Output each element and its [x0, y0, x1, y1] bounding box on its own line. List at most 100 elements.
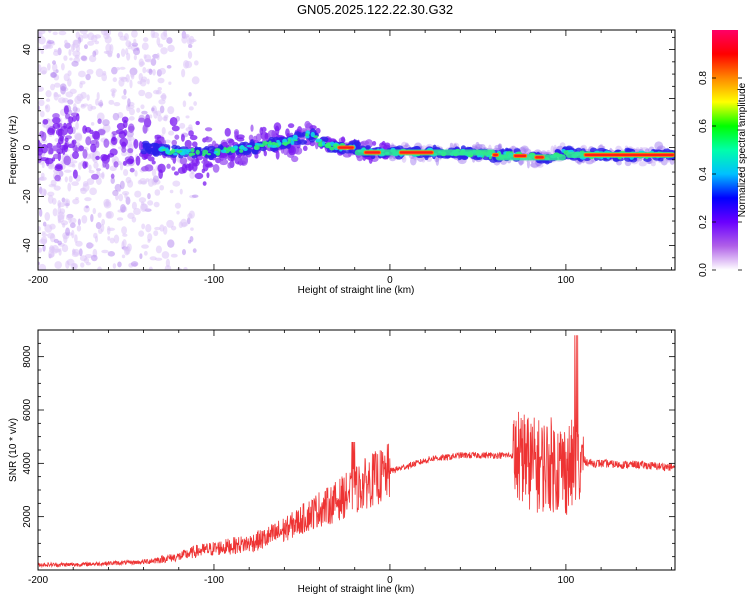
spectrogram-noise-blob — [113, 234, 120, 244]
snr-y-tick-label: 6000 — [22, 398, 33, 421]
spectrogram-noise-blob — [65, 227, 71, 236]
spectrogram-noise-blob — [120, 77, 128, 82]
spectrogram-band-blob — [52, 122, 61, 130]
spectrogram-noise-blob — [121, 254, 126, 259]
spectrogram-band-blob — [471, 144, 477, 150]
spectrogram-noise-blob — [105, 211, 112, 219]
spectrogram-core-blob — [365, 145, 371, 150]
spectrogram-noise-blob — [38, 247, 43, 253]
spectrogram-peak-blob — [186, 148, 192, 153]
spectrogram-noise-blob — [87, 40, 95, 46]
spectrogram-noise-blob — [127, 212, 135, 219]
spectrogram-noise-blob — [133, 54, 137, 61]
spectrogram-noise-blob — [160, 47, 168, 55]
spectrogram-band-blob — [341, 136, 346, 143]
spectrogram-noise-blob — [154, 226, 161, 231]
spectrogram-noise-blob — [131, 201, 137, 210]
spectrogram-band-blob — [169, 116, 178, 127]
spectrogram-band-blob — [227, 162, 233, 169]
spectrogram-noise-blob — [125, 196, 131, 205]
spectrogram-band-blob — [138, 140, 143, 151]
spectrogram-noise-blob — [188, 35, 195, 45]
spectrogram-noise-blob — [109, 43, 114, 53]
spectrogram-noise-blob — [50, 71, 57, 78]
spectrogram-noise-blob — [157, 114, 163, 122]
spectrogram-noise-blob — [97, 212, 102, 218]
spectrogram-noise-blob — [188, 106, 194, 111]
spectrogram-noise-blob — [158, 67, 166, 75]
spectrogram-noise-blob — [187, 213, 193, 219]
spectrogram-noise-blob — [87, 103, 93, 112]
spectrogram-noise-blob — [89, 152, 95, 159]
spectrogram-noise-blob — [86, 178, 95, 185]
spectrogram-band-blob — [122, 160, 127, 166]
spectrogram-noise-blob — [52, 31, 58, 36]
spectrogram-band-blob — [158, 169, 163, 180]
spectrogram-core-blob — [554, 149, 561, 154]
spectrogram-band-blob — [171, 125, 180, 132]
spectrogram-peak-blob — [181, 150, 186, 156]
spectrogram-band-blob — [201, 168, 205, 174]
spectrogram-band-blob — [72, 151, 79, 160]
spectrogram-noise-blob — [193, 101, 197, 107]
spectrogram-noise-blob — [50, 83, 55, 91]
spectrogram-band-blob — [151, 160, 156, 165]
spectrogram-noise-blob — [57, 218, 61, 224]
spectrogram-noise-blob — [121, 226, 128, 235]
spectrogram-noise-blob — [61, 244, 69, 253]
spectrogram-noise-blob — [87, 32, 95, 41]
spectrogram-noise-blob — [122, 233, 128, 237]
spectrogram-peak-blob — [242, 147, 248, 152]
spectrogram-noise-blob — [50, 179, 57, 187]
spectrogram-band-blob — [171, 166, 176, 171]
spectrogram-band-blob — [206, 172, 210, 179]
spectrogram-band-blob — [97, 118, 102, 125]
spectrogram-band-blob — [110, 173, 115, 179]
spectrogram-noise-blob — [64, 39, 68, 45]
spectrogram-band-blob — [263, 150, 267, 157]
spectrogram-noise-blob — [52, 208, 58, 217]
spectrogram-noise-blob — [88, 164, 92, 172]
spectrogram-noise-blob — [103, 32, 110, 40]
spectrogram-noise-blob — [71, 229, 75, 239]
spectrogram-band-blob — [174, 134, 180, 140]
colorbar: 0.0 0.2 0.4 0.6 0.8 Normalized spectral ampl… — [698, 30, 748, 277]
spectrogram-noise-blob — [94, 40, 100, 45]
spectrogram-band-blob — [616, 160, 622, 166]
spectrogram-noise-blob — [179, 188, 183, 195]
spectrogram-noise-blob — [68, 49, 72, 56]
spectrogram-noise-blob — [130, 261, 139, 267]
spectrogram-peak-blob — [268, 140, 272, 146]
spectrogram-noise-blob — [124, 192, 128, 199]
spectrogram-noise-blob — [38, 263, 47, 270]
spectrogram-noise-blob — [59, 83, 67, 91]
spectrogram-noise-blob — [117, 261, 122, 268]
spectrogram-band-blob — [63, 155, 72, 166]
spectrogram-noise-blob — [80, 55, 87, 61]
spectrogram-noise-blob — [82, 33, 89, 39]
spectrogram-noise-blob — [38, 99, 45, 107]
spectrogram-noise-blob — [116, 53, 120, 59]
spectrogram-noise-blob — [53, 92, 59, 101]
spectrogram-noise-blob — [71, 251, 80, 258]
colorbar-tick-label: 0.4 — [698, 167, 709, 181]
spectrogram-band-blob — [309, 125, 317, 130]
spectrogram-core-blob — [151, 142, 157, 147]
spectrogram-noise-blob — [156, 37, 161, 46]
spectrogram-band-blob — [103, 138, 110, 148]
spectrogram-noise-blob — [67, 182, 72, 192]
spectrogram-noise-blob — [72, 198, 80, 205]
spectrogram-noise-blob — [120, 48, 126, 57]
spectrogram-noise-blob — [168, 130, 175, 136]
spectrogram-band-blob — [129, 167, 135, 173]
spectrogram-band-blob — [121, 146, 127, 153]
spectrogram-noise-blob — [189, 236, 194, 243]
spectrogram-peak-blob — [233, 145, 238, 149]
spectrogram-max-core — [535, 156, 544, 159]
spectrogram-band-blob — [259, 127, 263, 136]
spectrogram-band-blob — [372, 140, 377, 146]
spectrogram-y-tick-label: -20 — [22, 189, 33, 204]
spectrogram-band-blob — [85, 136, 92, 146]
spectrogram-x-tick-label: -100 — [204, 275, 224, 286]
spectrogram-noise-blob — [167, 239, 175, 248]
